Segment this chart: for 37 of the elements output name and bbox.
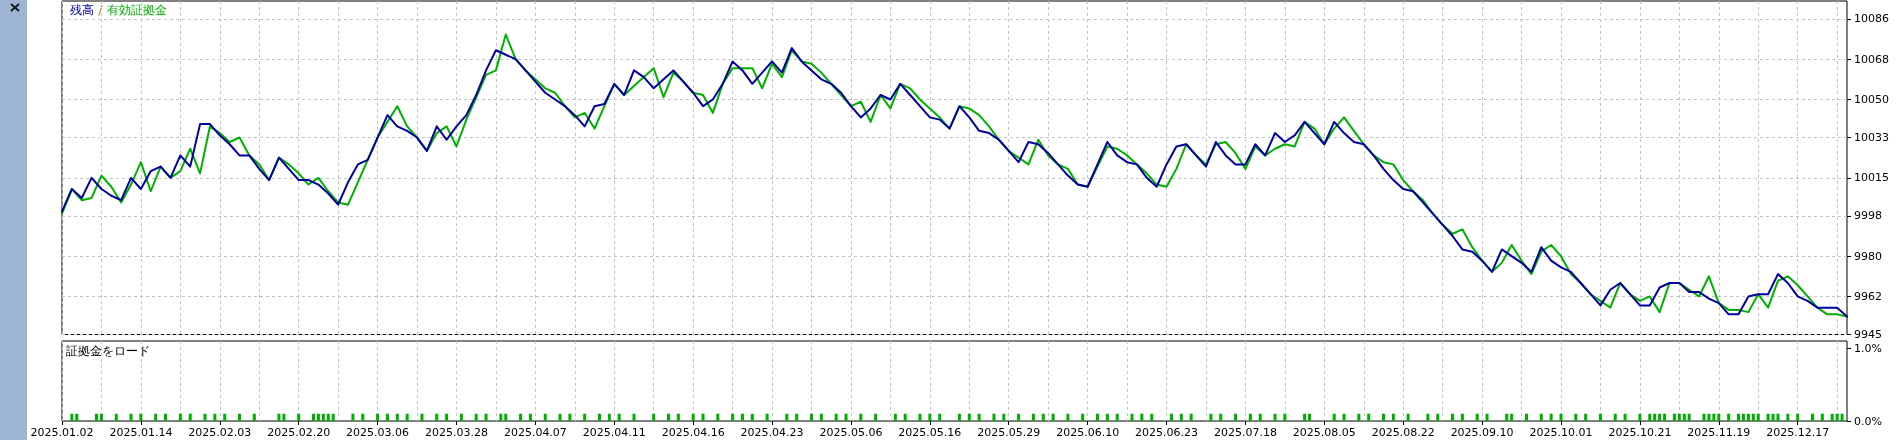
x-tick-label: 2025.02.03 [188,426,252,439]
y-tick-label: 10068 [1854,52,1889,66]
x-tick-label: 2025.08.22 [1371,426,1435,439]
x-tick-label: 2025.12.17 [1766,426,1830,439]
y-tick-label: 9945 [1854,328,1882,341]
text: 残高 [70,3,94,17]
x-tick-label: 2025.04.16 [661,426,725,439]
x-tick-label: 2025.01.02 [30,426,94,439]
chart-title: 証拠金をロード [66,344,150,358]
y-tick-label: 10050 [1854,92,1889,106]
x-tick-label: 2025.04.07 [503,426,567,439]
x-tick-label: 2025.10.21 [1608,426,1672,439]
x-tick-label: 2025.01.14 [109,426,173,439]
text: 有効証拠金 [107,3,167,17]
y-tick-label: 1.0% [1854,341,1882,355]
x-tick-label: 2025.07.18 [1213,426,1277,439]
y-tick-label: 10033 [1854,131,1889,145]
x-tick-label: 2025.10.01 [1529,426,1593,439]
x-tick-label: 2025.04.11 [582,426,646,439]
y-tick-label: 10015 [1854,171,1889,185]
x-tick-label: 2025.03.28 [424,426,488,439]
x-tick-label: 2025.06.23 [1135,426,1199,439]
y-tick-label: 9980 [1854,249,1882,263]
y-tick-label: 9998 [1854,209,1882,223]
x-tick-label: 2025.02.20 [267,426,331,439]
x-tick-label: 2025.11.19 [1687,426,1751,439]
y-tick-label: 9962 [1854,289,1882,303]
x-tick-label: 2025.04.23 [740,426,804,439]
y-tick-label: 0.0% [1854,414,1882,428]
x-tick-label: 2025.08.05 [1292,426,1356,439]
y-tick-label: 10086 [1854,12,1889,26]
x-tick-label: 2025.05.06 [819,426,883,439]
x-tick-label: 2025.05.16 [898,426,962,439]
x-tick-label: 2025.06.10 [1056,426,1120,439]
x-tick-label: 2025.03.06 [346,426,410,439]
x-tick-label: 2025.09.10 [1450,426,1514,439]
x-tick-label: 2025.05.29 [977,426,1041,439]
